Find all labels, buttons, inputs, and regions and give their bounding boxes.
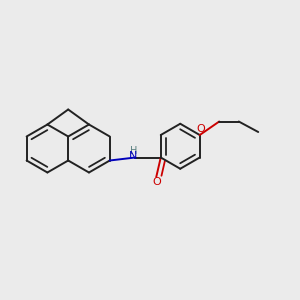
Text: H: H: [130, 146, 137, 156]
Text: N: N: [129, 151, 137, 161]
Text: O: O: [152, 177, 161, 188]
Text: O: O: [196, 124, 205, 134]
